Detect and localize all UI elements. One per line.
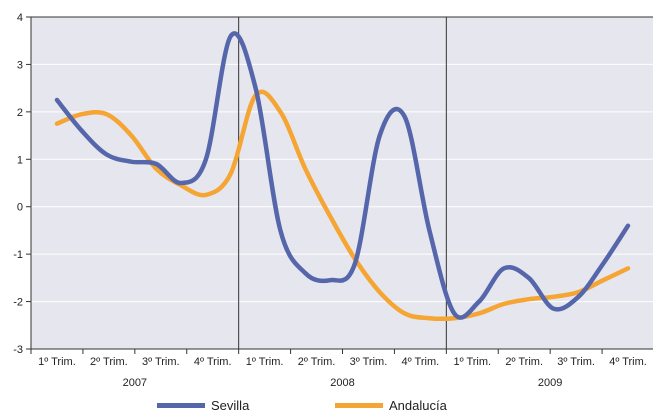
series-layer xyxy=(54,31,631,322)
x-year-label: 2008 xyxy=(330,377,354,389)
legend-item-andalucia: Andalucía xyxy=(335,398,447,413)
x-tick-label: 4º Trim. xyxy=(194,356,232,368)
y-tick-label: -1 xyxy=(13,249,23,261)
y-tick-label: -2 xyxy=(13,297,23,309)
legend-item-sevilla: Sevilla xyxy=(157,398,249,413)
plot-frame xyxy=(30,16,653,350)
x-year-label: 2007 xyxy=(123,377,147,389)
legend: Sevilla Andalucía xyxy=(0,396,653,417)
x-tick-label: 1º Trim. xyxy=(453,356,491,368)
x-tick-label: 2º Trim. xyxy=(298,356,336,368)
x-tick-label: 4º Trim. xyxy=(609,356,647,368)
y-axis: 4 3 2 1 0 -1 -2 -3 xyxy=(13,12,31,356)
line-chart: 4 3 2 1 0 -1 -2 -3 1º Trim. 2º Trim. 3º Trim. 4º T… xyxy=(13,12,653,389)
gridlines xyxy=(31,63,653,303)
y-tick-label: 4 xyxy=(17,12,23,24)
legend-label-sevilla: Sevilla xyxy=(211,398,250,413)
series-line-sevilla xyxy=(54,31,631,320)
x-tick-label: 3º Trim. xyxy=(350,356,388,368)
legend-swatch-andalucia xyxy=(335,403,383,408)
y-tick-label: -3 xyxy=(13,344,23,356)
x-tick-label: 1º Trim. xyxy=(246,356,284,368)
x-tick-label: 4º Trim. xyxy=(402,356,440,368)
x-tick-label: 1º Trim. xyxy=(38,356,76,368)
legend-swatch-sevilla xyxy=(157,403,205,408)
legend-label-andalucia: Andalucía xyxy=(389,398,447,413)
y-tick-label: 0 xyxy=(17,202,23,214)
y-tick-label: 3 xyxy=(17,59,23,71)
y-tick-label: 1 xyxy=(17,154,23,166)
x-year-label: 2009 xyxy=(538,377,562,389)
series-line-andaluca xyxy=(54,89,631,322)
x-tick-label: 3º Trim. xyxy=(142,356,180,368)
x-tick-label: 2º Trim. xyxy=(90,356,128,368)
x-tick-label: 2º Trim. xyxy=(505,356,543,368)
x-axis: 1º Trim. 2º Trim. 3º Trim. 4º Trim. 1º Trim.… xyxy=(30,349,647,389)
x-tick-label: 3º Trim. xyxy=(557,356,595,368)
plot-background xyxy=(31,17,653,349)
y-tick-label: 2 xyxy=(17,107,23,119)
